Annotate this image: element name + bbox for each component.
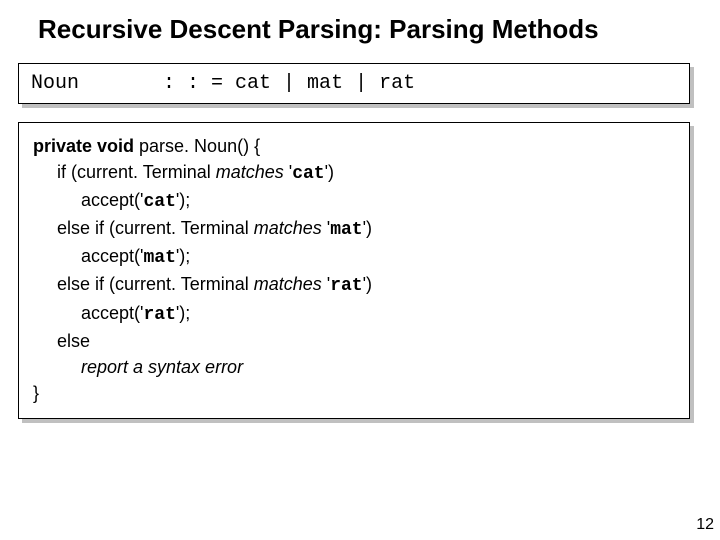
grammar-op: : : = — [163, 72, 223, 95]
code-line-4: accept('mat'); — [33, 243, 675, 271]
grammar-box: Noun : : = cat | mat | rat — [18, 63, 690, 104]
code-line-0: private void parse. Noun() { — [33, 133, 675, 159]
grammar-lhs: Noun — [31, 72, 151, 95]
code-line-8: report a syntax error — [33, 354, 675, 380]
code-line-1: if (current. Terminal matches 'cat') — [33, 159, 675, 187]
code-line-2: accept('cat'); — [33, 187, 675, 215]
slide-title: Recursive Descent Parsing: Parsing Metho… — [0, 0, 720, 63]
code-line-7: else — [33, 328, 675, 354]
code-box: private void parse. Noun() { if (current… — [18, 122, 690, 419]
code-line-6: accept('rat'); — [33, 300, 675, 328]
grammar-rhs: cat | mat | rat — [235, 72, 415, 95]
code-line-5: else if (current. Terminal matches 'rat'… — [33, 271, 675, 299]
page-number: 12 — [696, 516, 714, 534]
code-line-3: else if (current. Terminal matches 'mat'… — [33, 215, 675, 243]
code-line-9: } — [33, 380, 675, 406]
